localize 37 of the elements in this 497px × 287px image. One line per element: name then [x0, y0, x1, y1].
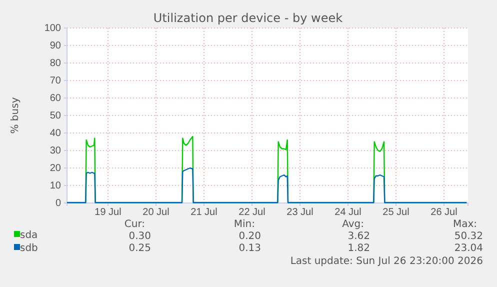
text: 23.04 — [454, 243, 483, 254]
y-tick-label: 0 — [55, 198, 62, 210]
x-tick-label: 23 Jul — [286, 207, 314, 218]
legend-label: sdb — [20, 243, 38, 254]
x-tick-label: 22 Jul — [238, 207, 266, 218]
x-tick-label: 25 Jul — [382, 207, 410, 218]
text: Last update: Sun Jul 26 23:20:00 2026 — [290, 256, 483, 267]
y-tick-label: 40 — [50, 128, 62, 140]
y-tick-label: 80 — [50, 58, 62, 70]
text: 50.32 — [454, 231, 483, 242]
x-tick-label: 26 Jul — [430, 207, 458, 218]
text: 0.13 — [238, 243, 261, 254]
y-tick-label: 50 — [50, 110, 62, 122]
text: Max: — [452, 219, 477, 230]
x-tick-label: 19 Jul — [94, 207, 122, 218]
y-tick-label: 20 — [50, 163, 62, 174]
line-series — [66, 167, 468, 204]
text: 1.82 — [348, 243, 370, 254]
x-tick-label: 24 Jul — [334, 207, 362, 218]
text: Avg: — [342, 219, 364, 230]
text: 0.20 — [238, 231, 261, 242]
y-tick-label: 100 — [44, 23, 62, 34]
chart-title: Utilization per device - by week — [153, 11, 343, 25]
y-axis-title: % busy — [10, 97, 21, 134]
text: 0.30 — [128, 231, 151, 242]
y-tick-label: 10 — [50, 180, 62, 192]
text: 3.62 — [348, 231, 370, 242]
x-tick-label: 21 Jul — [190, 207, 218, 218]
y-tick-label: 60 — [50, 93, 62, 104]
y-tick-label: 70 — [50, 76, 62, 87]
x-tick-label: 20 Jul — [142, 207, 170, 218]
text: Cur: — [124, 219, 145, 230]
text: Min: — [234, 219, 255, 230]
legend-label: sda — [20, 230, 38, 241]
y-tick-label: 30 — [50, 146, 62, 157]
text: 0.25 — [128, 243, 151, 254]
y-tick-label: 90 — [50, 40, 62, 52]
